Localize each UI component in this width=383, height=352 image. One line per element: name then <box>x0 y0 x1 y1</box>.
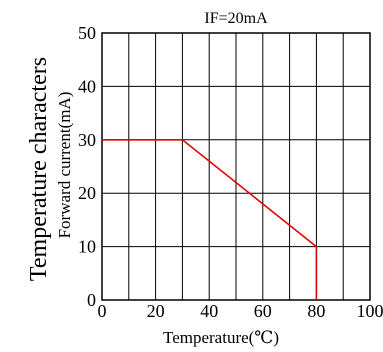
x-tick-label: 20 <box>147 301 165 321</box>
x-tick-label: 0 <box>98 301 107 321</box>
series-layer <box>102 139 318 300</box>
side-title: Temperature characters <box>26 57 52 281</box>
y-tick-label: 40 <box>78 76 96 96</box>
y-tick-label: 20 <box>78 183 96 203</box>
series-line-0 <box>102 139 318 300</box>
x-tick-label: 60 <box>254 301 272 321</box>
y-tick-label: 0 <box>87 290 96 310</box>
x-tick-label: 80 <box>307 301 325 321</box>
y-tick-label: 30 <box>78 130 96 150</box>
x-axis-label: Temperature(℃) <box>163 328 279 347</box>
x-tick-labels: 0 20 40 60 80 100 <box>98 301 383 321</box>
y-axis-label: Forward current(mA) <box>55 92 74 239</box>
plot-frame <box>101 32 371 301</box>
chart-title: IF=20mA <box>204 10 268 27</box>
y-tick-labels: 0 10 20 30 40 50 <box>78 23 96 310</box>
y-tick-label: 10 <box>78 237 96 257</box>
x-tick-label: 100 <box>357 301 383 321</box>
y-tick-label: 50 <box>78 23 96 43</box>
x-tick-label: 40 <box>200 301 218 321</box>
grid <box>102 33 370 300</box>
